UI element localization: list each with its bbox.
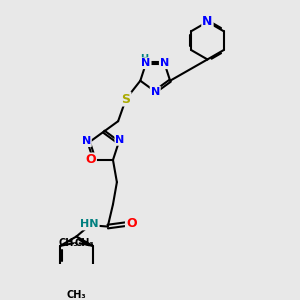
Text: CH₃: CH₃ — [59, 238, 78, 248]
Text: N: N — [160, 58, 169, 68]
Text: HN: HN — [80, 220, 99, 230]
Text: N: N — [151, 86, 160, 97]
Text: N: N — [202, 15, 213, 28]
Text: N: N — [82, 136, 91, 146]
Text: N: N — [115, 135, 124, 145]
Text: S: S — [122, 92, 130, 106]
Text: CH₃: CH₃ — [74, 238, 94, 248]
Text: H: H — [140, 54, 148, 64]
Text: O: O — [85, 154, 96, 166]
Text: N: N — [141, 58, 151, 68]
Text: CH₃: CH₃ — [67, 290, 86, 300]
Text: O: O — [126, 218, 136, 230]
